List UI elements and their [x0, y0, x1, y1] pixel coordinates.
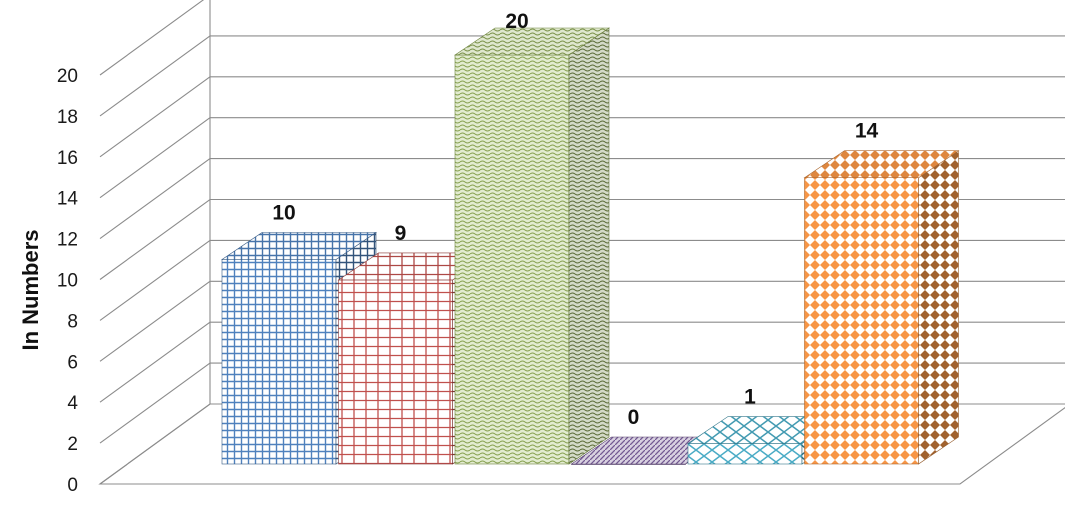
bar-front-face [338, 279, 453, 465]
bars [221, 27, 960, 465]
bar-top-face [454, 27, 610, 56]
y-axis-title: In Numbers [18, 229, 43, 350]
bar [454, 27, 610, 465]
bar-front-face [221, 259, 337, 465]
y-tick-label: 10 [57, 271, 78, 292]
y-tick-label: 6 [67, 352, 78, 373]
data-label: 0 [628, 406, 640, 429]
y-tick-label: 14 [57, 189, 79, 210]
data-labels: 10 9 20 0 1 14 [272, 10, 878, 429]
bar-front-face [687, 443, 803, 465]
y-tick-label: 12 [57, 230, 78, 251]
gridline [99, 0, 205, 76]
y-axis-ticks: 0 2 4 6 8 10 12 14 16 18 20 [57, 66, 79, 496]
bar-front-face [454, 54, 570, 465]
y-tick-label: 16 [57, 148, 78, 169]
bar-top-face [803, 150, 960, 178]
bar-top-face [221, 232, 377, 260]
bar-front-face [804, 177, 919, 465]
data-label: 1 [744, 386, 756, 409]
y-tick-label: 20 [57, 66, 78, 87]
y-tick-label: 2 [67, 434, 78, 455]
data-label: 14 [855, 120, 879, 143]
gridlines [99, 0, 1065, 485]
y-tick-label: 0 [67, 475, 78, 496]
data-label: 20 [505, 10, 528, 33]
bar [687, 415, 843, 465]
bar-side-face [568, 27, 610, 465]
y-tick-label: 4 [67, 393, 78, 414]
y-tick-label: 18 [57, 107, 78, 128]
bar [803, 150, 960, 465]
data-label: 9 [395, 222, 407, 245]
bar-side-face [918, 150, 959, 465]
data-label: 10 [272, 202, 295, 225]
y-tick-label: 8 [67, 311, 78, 332]
